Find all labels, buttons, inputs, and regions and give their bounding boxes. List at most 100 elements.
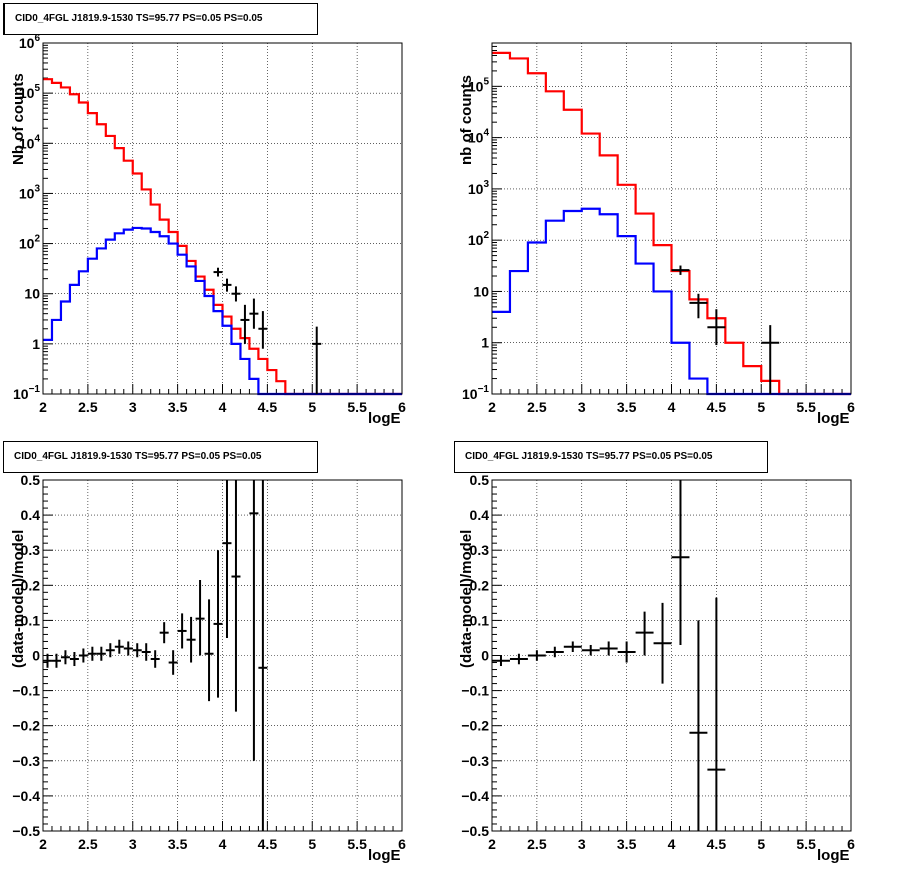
x-tick-label: 2.5 bbox=[527, 836, 547, 852]
x-tick-label: 4 bbox=[668, 836, 676, 852]
x-tick-label: 5.5 bbox=[347, 836, 367, 852]
x-tick-label: 4 bbox=[668, 399, 676, 415]
y-tick-label: 10−1 bbox=[462, 384, 489, 402]
x-tick-label: 6 bbox=[398, 836, 406, 852]
chart-svg: 2 2.5 3 3.5 4 4.5 5 5.5 6 −0.5 −0.4 −0.3 −0.2 −0.1 0 0.… bbox=[12, 472, 406, 852]
chart-title: CID0_4FGL J1819.9-1530 TS=95.77 PS=0.05 … bbox=[454, 441, 768, 473]
x-axis-label: logE bbox=[817, 410, 850, 427]
x-tick-label: 3.5 bbox=[617, 836, 637, 852]
x-tick-label: 3 bbox=[129, 399, 137, 415]
data-point bbox=[545, 646, 564, 658]
y-tick-label: 0.3 bbox=[470, 542, 490, 558]
x-axis-label: logE bbox=[817, 847, 850, 864]
data-point bbox=[69, 651, 79, 667]
y-tick-label: 0.1 bbox=[21, 612, 41, 628]
y-tick-label: −0.3 bbox=[12, 753, 40, 769]
grid bbox=[43, 43, 402, 394]
chart-svg: 2 2.5 3 3.5 4 4.5 5 5.5 6 −0.5 −0.4 −0.3 −0.2 −0.1 0 0.… bbox=[461, 472, 855, 852]
data-point bbox=[249, 298, 259, 329]
y-tick-label: 0 bbox=[481, 648, 489, 664]
data-point bbox=[671, 265, 690, 275]
x-tick-label: 3.5 bbox=[617, 399, 637, 415]
data-point bbox=[159, 622, 169, 644]
y-axis-label: (data-model)/model bbox=[10, 529, 27, 668]
chart-pad-1: 22.533.544.555.5610−1110102103104105106C… bbox=[0, 0, 449, 437]
y-tick-label: −0.3 bbox=[461, 753, 489, 769]
y-tick-label: 1 bbox=[32, 336, 40, 352]
data-point bbox=[249, 480, 259, 761]
data-point bbox=[43, 653, 52, 668]
x-tick-label: 4 bbox=[219, 836, 227, 852]
data-point bbox=[761, 325, 780, 394]
data-point bbox=[258, 311, 268, 349]
y-tick-label: 1 bbox=[481, 335, 489, 351]
y-tick-label: 0.2 bbox=[470, 577, 490, 593]
data-point bbox=[204, 599, 214, 702]
plot-frame bbox=[491, 479, 852, 832]
source-model-histogram bbox=[492, 207, 851, 396]
y-tick-label: −0.5 bbox=[12, 823, 40, 839]
y-tick-label: 0.4 bbox=[21, 507, 41, 523]
data-point bbox=[563, 641, 582, 652]
x-tick-label: 3 bbox=[578, 836, 586, 852]
data-point bbox=[78, 648, 88, 663]
total-model-histogram bbox=[492, 51, 851, 396]
x-tick-label: 2.5 bbox=[78, 399, 98, 415]
data-point bbox=[312, 326, 322, 394]
y-tick-label: 10 bbox=[473, 283, 489, 299]
data-point bbox=[150, 650, 160, 668]
x-tick-label: 2.5 bbox=[78, 836, 98, 852]
data-point bbox=[105, 643, 115, 658]
tick-marks bbox=[42, 44, 403, 395]
data-points bbox=[43, 480, 268, 831]
grid bbox=[43, 480, 402, 831]
x-tick-label: 3.5 bbox=[168, 399, 188, 415]
plot-frame bbox=[491, 42, 852, 395]
data-point bbox=[689, 620, 708, 831]
data-point bbox=[123, 641, 133, 656]
data-point bbox=[222, 278, 232, 292]
y-tick-label: 0 bbox=[32, 648, 40, 664]
data-point bbox=[87, 646, 97, 661]
x-tick-label: 2 bbox=[39, 399, 47, 415]
data-point bbox=[509, 653, 528, 665]
data-points bbox=[492, 480, 726, 831]
x-tick-label: 2 bbox=[488, 836, 496, 852]
data-point bbox=[671, 480, 690, 645]
y-tick-label: 0.4 bbox=[470, 507, 490, 523]
x-tick-label: 2 bbox=[39, 836, 47, 852]
data-point bbox=[231, 480, 241, 712]
data-point bbox=[141, 643, 151, 661]
x-tick-label: 5.5 bbox=[347, 399, 367, 415]
x-tick-label: 2.5 bbox=[527, 399, 547, 415]
y-axis-label: (data-model)/model bbox=[458, 529, 475, 668]
y-tick-label: 0.3 bbox=[21, 542, 41, 558]
x-tick-label: 4.5 bbox=[258, 399, 278, 415]
data-point bbox=[707, 309, 726, 346]
x-tick-label: 3 bbox=[578, 399, 586, 415]
y-tick-label: 0.1 bbox=[470, 612, 490, 628]
data-point bbox=[51, 653, 61, 668]
x-tick-label: 4 bbox=[219, 399, 227, 415]
data-point bbox=[132, 643, 142, 658]
x-tick-label: 4.5 bbox=[707, 399, 727, 415]
data-point bbox=[213, 550, 223, 698]
data-point bbox=[231, 286, 241, 302]
chart-title: CID0_4FGL J1819.9-1530 TS=95.77 PS=0.05 … bbox=[3, 441, 318, 473]
data-point bbox=[653, 602, 672, 684]
data-point bbox=[195, 580, 205, 656]
y-tick-label: 0.5 bbox=[470, 472, 490, 488]
plot-frame bbox=[42, 479, 403, 832]
data-point bbox=[114, 639, 124, 654]
y-tick-label: −0.2 bbox=[12, 718, 40, 734]
plot-frame bbox=[42, 42, 403, 395]
data-point bbox=[96, 646, 106, 661]
x-tick-label: 5 bbox=[757, 399, 765, 415]
x-tick-label: 5.5 bbox=[796, 399, 816, 415]
y-tick-label: 106 bbox=[19, 33, 41, 51]
data-point bbox=[168, 650, 178, 675]
x-axis-label: logE bbox=[368, 847, 401, 864]
data-point bbox=[60, 650, 70, 665]
data-point bbox=[527, 650, 546, 661]
